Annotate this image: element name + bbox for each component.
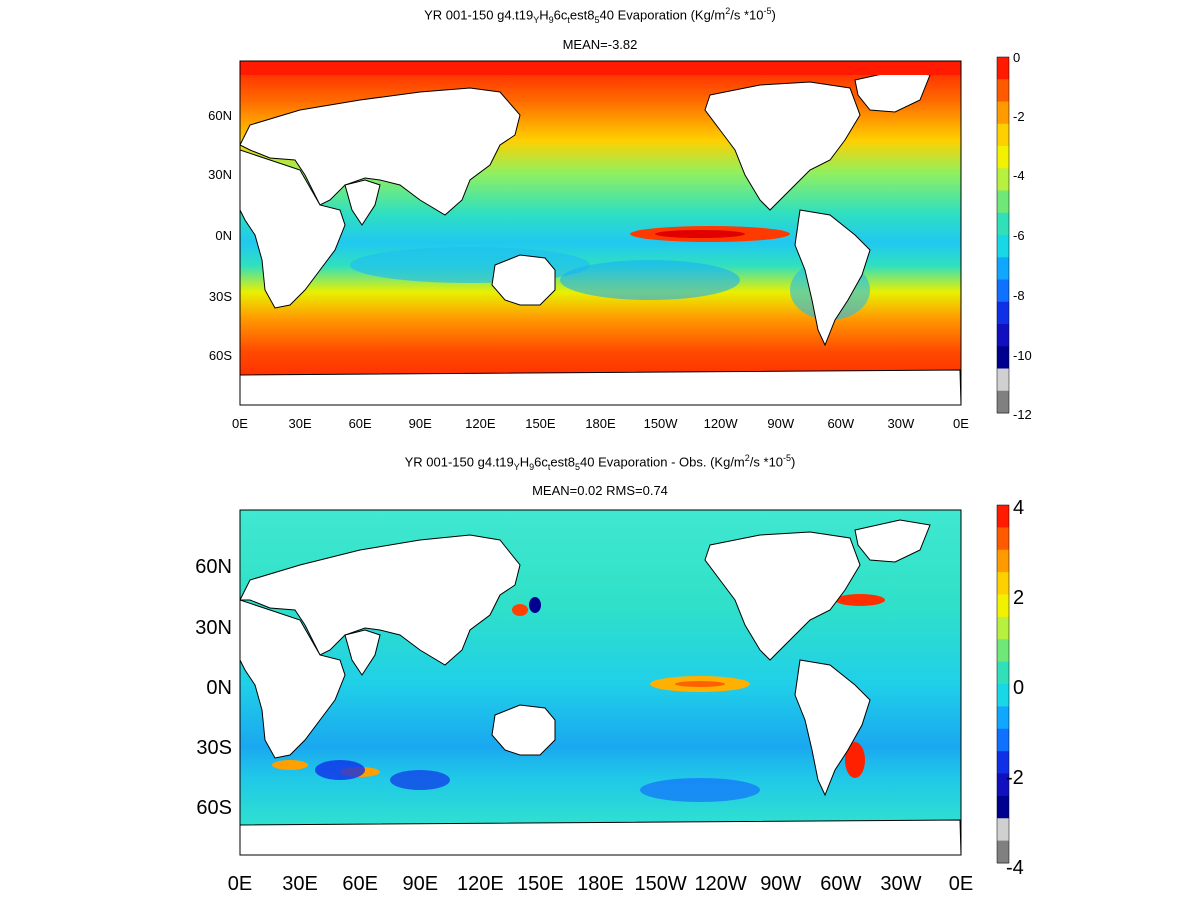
bottom-colorbar-swatch [997, 594, 1009, 618]
top-title-mean: MEAN=-3.82 [562, 37, 638, 52]
top-cb-label-4: -8 [1013, 288, 1025, 303]
bottom-colorbar-swatch [997, 639, 1009, 663]
bottom-xtick: 180E [577, 873, 624, 895]
bottom-colorbar-swatch [997, 505, 1009, 528]
top-xtick: 90W [767, 416, 795, 431]
top-xtick: 150E [525, 416, 556, 431]
bottom-title-stats: MEAN=0.02 RMS=0.74 [532, 483, 668, 498]
bottom-cb-label-0: 4 [1013, 497, 1025, 519]
bottom-xtick: 120E [456, 873, 504, 895]
top-colorbar-swatch [997, 235, 1009, 258]
top-colorbar-swatch [997, 368, 1009, 392]
top-cb-label-0: 0 [1013, 50, 1021, 65]
bottom-colorbar-swatch [997, 795, 1009, 819]
bottom-colorbar-swatch [997, 818, 1009, 842]
top-cb-label-3: -6 [1013, 228, 1025, 243]
top-colorbar-swatch [997, 212, 1009, 236]
top-colorbar-frame [996, 56, 1010, 414]
top-xtick: 0E [232, 416, 248, 431]
top-xtick: 30W [887, 416, 915, 431]
top-colorbar-swatch [997, 346, 1009, 369]
top-ytick-60n: 60N [208, 108, 232, 123]
bottom-colorbar-swatch [997, 661, 1009, 685]
top-ytick-30n: 30N [208, 167, 232, 182]
top-colorbar-swatch [997, 257, 1009, 280]
bottom-xtick: 150W [634, 873, 687, 895]
top-xtick: 0E [953, 416, 969, 431]
top-xtick: 60E [348, 416, 372, 431]
top-colorbar-swatch [997, 390, 1009, 414]
top-title-line1: YR 001-150 g4.t19YH96ctest8540 Evaporati… [424, 6, 776, 25]
top-xtick: 120E [465, 416, 496, 431]
top-ytick-0n: 0N [215, 228, 232, 243]
top-xtick: 60W [827, 416, 855, 431]
bottom-colorbar-swatch [997, 728, 1009, 752]
bottom-cb-label-4: -4 [1006, 857, 1024, 879]
bottom-xtick: 90E [402, 873, 439, 895]
bottom-map-field [240, 510, 961, 855]
bottom-colorbar-swatch [997, 773, 1009, 797]
top-colorbar [996, 56, 1010, 414]
bottom-colorbar-swatch [997, 572, 1009, 595]
bottom-colorbar-swatch [997, 706, 1009, 730]
bottom-ytick-30s: 30S [196, 737, 232, 759]
bottom-ytick-30n: 30N [195, 617, 232, 639]
top-colorbar-swatch [997, 190, 1009, 214]
bottom-cb-label-3: -2 [1006, 767, 1024, 789]
bottom-colorbar-swatch [997, 751, 1009, 774]
bottom-ytick-60n: 60N [195, 556, 232, 578]
bottom-colorbar-swatch [997, 549, 1009, 573]
top-colorbar-swatch [997, 57, 1009, 80]
top-cb-label-5: -10 [1013, 348, 1032, 363]
top-colorbar-swatch [997, 101, 1009, 125]
bottom-xtick: 150E [517, 873, 564, 895]
bottom-cb-label-2: 0 [1013, 677, 1025, 699]
bottom-colorbar-swatch [997, 527, 1009, 551]
bottom-ytick-0n: 0N [206, 677, 232, 699]
bottom-xtick: 0E [948, 873, 974, 895]
top-xtick: 30E [288, 416, 312, 431]
top-xtick: 120W [703, 416, 738, 431]
bottom-colorbar-swatch [997, 840, 1009, 864]
top-colorbar-swatch [997, 301, 1009, 325]
bottom-xtick: 30W [880, 873, 922, 895]
top-cb-label-2: -4 [1013, 168, 1025, 183]
top-colorbar-swatch [997, 324, 1009, 347]
bottom-cb-label-1: 2 [1013, 587, 1025, 609]
bottom-colorbar-frame [996, 504, 1010, 864]
top-colorbar-swatch [997, 146, 1009, 169]
bottom-xtick: 30E [282, 873, 318, 895]
top-colorbar-swatch [997, 279, 1009, 303]
top-colorbar-swatch [997, 123, 1009, 147]
bottom-colorbar-swatch [997, 616, 1009, 640]
top-map-frame [239, 60, 962, 406]
top-map-field [240, 61, 961, 405]
bottom-title-line1: YR 001-150 g4.t19YH96ctest8540 Evaporati… [404, 453, 796, 472]
top-xtick: 180E [585, 416, 616, 431]
top-xtick: 90E [408, 416, 432, 431]
top-colorbar-swatch [997, 79, 1009, 102]
bottom-xtick: 60E [342, 873, 378, 895]
bottom-colorbar-swatch [997, 684, 1009, 707]
top-cb-label-6: -12 [1013, 407, 1032, 422]
bottom-xtick: 60W [820, 873, 862, 895]
top-cb-label-1: -2 [1013, 109, 1025, 124]
top-ytick-30s: 30S [208, 289, 232, 304]
bottom-xtick: 120W [694, 873, 747, 895]
bottom-map-frame [239, 509, 962, 856]
top-colorbar-swatch [997, 168, 1009, 191]
bottom-xtick: 0E [227, 873, 253, 895]
bottom-ytick-60s: 60S [196, 797, 232, 819]
top-ytick-60s: 60S [208, 348, 232, 363]
bottom-colorbar [996, 504, 1010, 864]
bottom-xtick: 90W [760, 873, 802, 895]
top-xtick: 150W [643, 416, 678, 431]
